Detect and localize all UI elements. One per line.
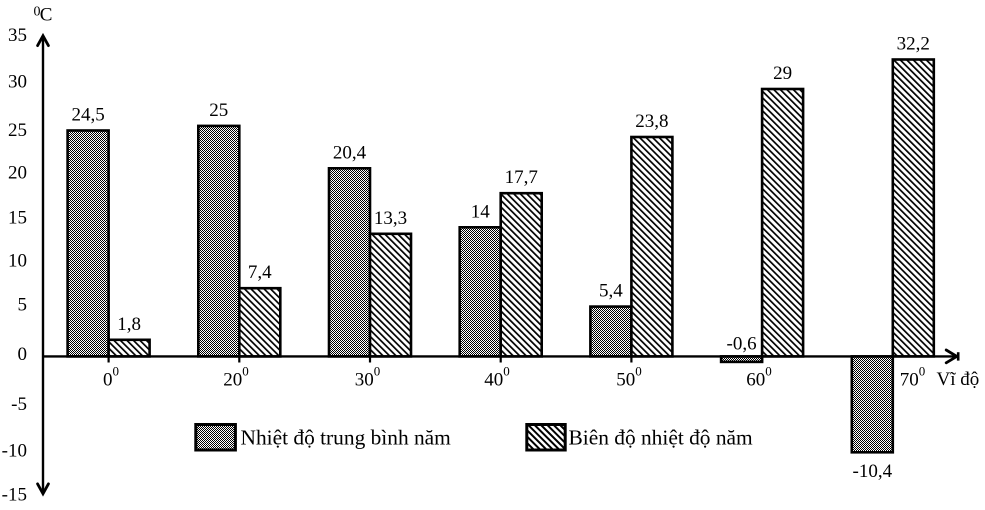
svg-text:-10,4: -10,4 <box>853 461 893 482</box>
svg-text:14: 14 <box>471 201 491 222</box>
svg-text:5,4: 5,4 <box>599 281 623 302</box>
svg-text:Biên độ nhiệt độ năm: Biên độ nhiệt độ năm <box>569 425 754 449</box>
svg-text:-15: -15 <box>2 485 27 506</box>
svg-text:0: 0 <box>34 4 41 19</box>
svg-text:32,2: 32,2 <box>897 34 930 55</box>
svg-text:-0,6: -0,6 <box>727 334 757 355</box>
svg-text:24,5: 24,5 <box>71 105 104 126</box>
svg-text:15: 15 <box>8 208 27 229</box>
svg-text:-5: -5 <box>11 394 27 415</box>
svg-text:10: 10 <box>8 251 27 272</box>
svg-text:-10: -10 <box>2 441 27 462</box>
svg-text:5: 5 <box>18 295 28 316</box>
svg-text:7,4: 7,4 <box>248 262 272 283</box>
svg-text:29: 29 <box>773 63 792 84</box>
svg-text:23,8: 23,8 <box>635 111 668 132</box>
svg-text:Nhiệt độ trung bình năm: Nhiệt độ trung bình năm <box>241 425 452 449</box>
svg-text:25: 25 <box>8 120 27 141</box>
svg-text:0: 0 <box>18 344 28 365</box>
svg-text:13,3: 13,3 <box>374 208 407 229</box>
svg-text:Vĩ độ: Vĩ độ <box>937 369 980 390</box>
svg-text:35: 35 <box>8 25 27 46</box>
svg-text:20,4: 20,4 <box>333 142 367 163</box>
svg-text:17,7: 17,7 <box>505 167 538 188</box>
svg-text:25: 25 <box>209 100 228 121</box>
svg-text:1,8: 1,8 <box>117 314 141 335</box>
svg-text:30: 30 <box>8 72 27 93</box>
svg-text:20: 20 <box>8 163 27 184</box>
svg-text:C: C <box>40 5 53 26</box>
